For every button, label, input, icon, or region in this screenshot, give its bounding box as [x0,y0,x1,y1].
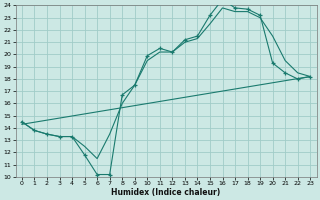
X-axis label: Humidex (Indice chaleur): Humidex (Indice chaleur) [111,188,221,197]
